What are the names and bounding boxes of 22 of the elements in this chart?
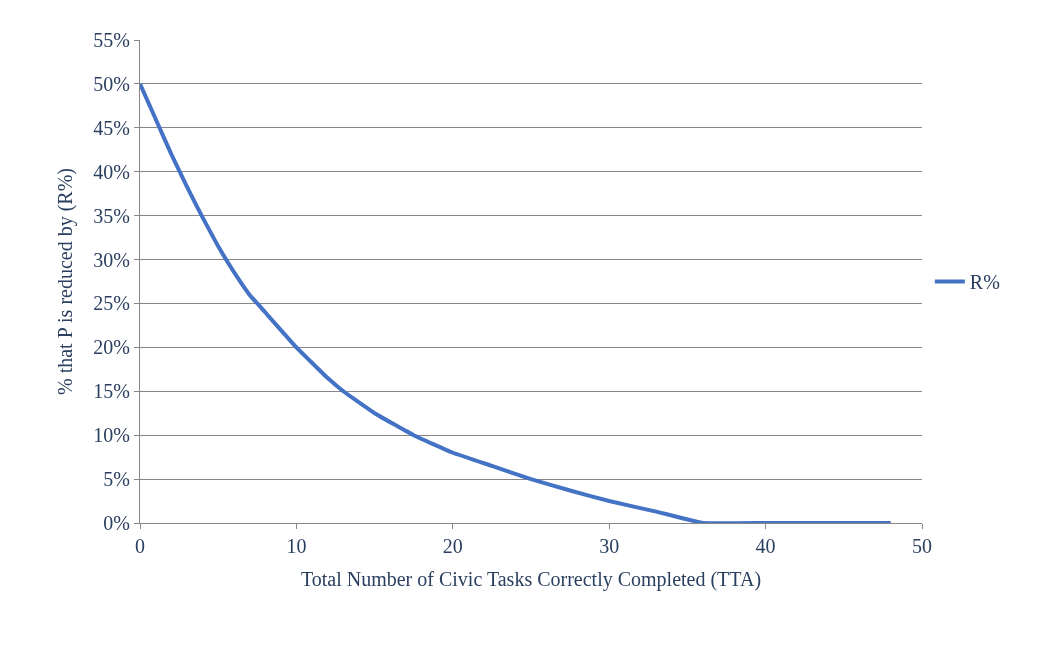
x-tick-label: 10 bbox=[286, 535, 307, 557]
y-tick-label: 55% bbox=[93, 29, 130, 51]
y-tick-label: 10% bbox=[93, 424, 130, 447]
line-series bbox=[140, 81, 893, 523]
y-tick-label: 25% bbox=[93, 292, 130, 315]
x-tick-label: 0 bbox=[135, 535, 145, 557]
y-tick-label: 5% bbox=[103, 468, 130, 491]
y-tick-label: 20% bbox=[93, 336, 130, 359]
y-tick-label: 40% bbox=[93, 160, 130, 183]
x-tick-label: 40 bbox=[755, 535, 776, 557]
y-tick-label: 15% bbox=[93, 380, 130, 403]
y-tick-label: 30% bbox=[93, 248, 130, 271]
x-tick-label: 50 bbox=[912, 535, 932, 557]
y-axis-title: % that P is reduced by (R%) bbox=[53, 168, 77, 395]
y-tick-label: 45% bbox=[93, 116, 130, 139]
x-axis-title: Total Number of Civic Tasks Correctly Completed (TTA) bbox=[300, 567, 762, 591]
x-tick-label: 20 bbox=[442, 535, 463, 557]
y-tick-label: 35% bbox=[93, 204, 130, 227]
y-tick-label: 50% bbox=[93, 72, 130, 95]
y-tick-label: 0% bbox=[103, 512, 130, 534]
legend-label: R% bbox=[969, 271, 1000, 294]
x-tick-label: 30 bbox=[599, 535, 620, 557]
